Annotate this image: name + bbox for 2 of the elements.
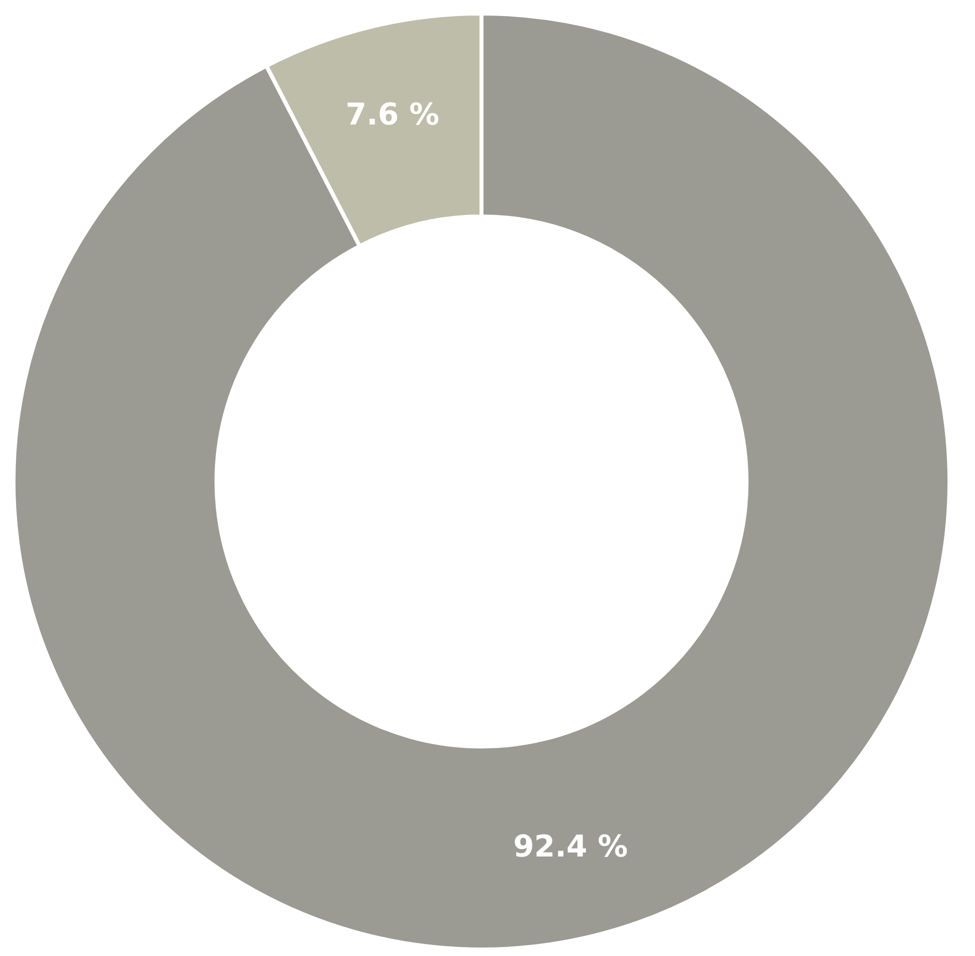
data-label: 7.6 % — [346, 98, 440, 133]
data-label: 92.4 % — [513, 829, 628, 864]
